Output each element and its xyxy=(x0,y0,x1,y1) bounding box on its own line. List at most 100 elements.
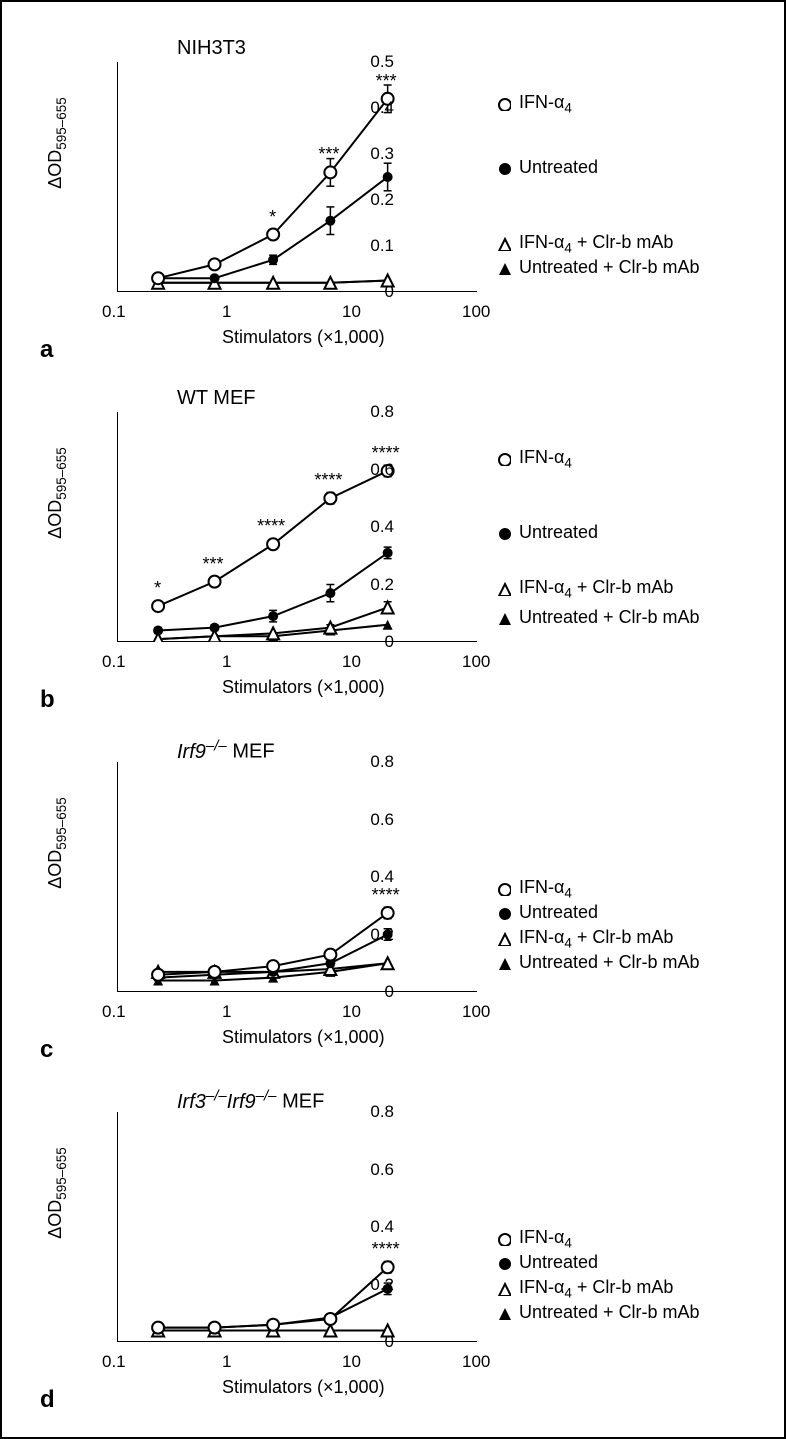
y-tick-label: 0.8 xyxy=(370,1102,394,1122)
panel-b-chart xyxy=(117,412,477,642)
legend-item-untreated: Untreated xyxy=(497,1252,598,1273)
y-tick-label: 0.2 xyxy=(370,1275,394,1295)
y-tick-label: 0.8 xyxy=(370,752,394,772)
y-tick-label: 0.4 xyxy=(370,1217,394,1237)
panel-c-title: Irf9–/– MEF xyxy=(177,737,275,764)
significance-label: * xyxy=(269,207,276,228)
panel-b-title: WT MEF xyxy=(177,387,256,410)
y-tick-label: 0 xyxy=(385,282,394,302)
significance-label: **** xyxy=(314,470,342,491)
legend-item-ifn_mab: IFN-α4 + Clr-b mAb xyxy=(497,1277,673,1301)
y-tick-label: 0 xyxy=(385,982,394,1002)
legend-label: IFN-α4 xyxy=(519,877,572,901)
x-tick-label: 100 xyxy=(462,1352,490,1372)
legend-label: IFN-α4 xyxy=(519,447,572,471)
y-tick-label: 0.5 xyxy=(370,52,394,72)
significance-label: *** xyxy=(318,144,339,165)
legend-item-untreated: Untreated xyxy=(497,522,598,543)
x-axis-label: Stimulators (×1,000) xyxy=(222,1027,385,1048)
untreated_mab-marker-icon xyxy=(497,261,511,275)
panel-d-title: Irf3–/–Irf9–/– MEF xyxy=(177,1087,324,1114)
legend-item-untreated_mab: Untreated + Clr-b mAb xyxy=(497,257,700,278)
panel-c: Irf9–/– MEF ΔOD595–655 Stimulators (×1,0… xyxy=(22,732,764,1072)
untreated-marker-icon xyxy=(497,1256,511,1270)
panel-d-chart xyxy=(117,1112,477,1342)
legend-label: Untreated xyxy=(519,902,598,923)
untreated-marker-icon xyxy=(497,906,511,920)
x-tick-label: 100 xyxy=(462,652,490,672)
x-tick-label: 1 xyxy=(222,1352,231,1372)
ifn-marker-icon xyxy=(497,882,511,896)
x-tick-label: 1 xyxy=(222,302,231,322)
significance-label: *** xyxy=(376,71,397,92)
x-tick-label: 1 xyxy=(222,1002,231,1022)
y-tick-label: 0.6 xyxy=(370,1160,394,1180)
x-tick-label: 0.1 xyxy=(102,1352,126,1372)
untreated-marker-icon xyxy=(497,526,511,540)
significance-label: *** xyxy=(203,554,224,575)
legend-label: IFN-α4 + Clr-b mAb xyxy=(519,577,673,601)
x-tick-label: 0.1 xyxy=(102,1002,126,1022)
legend-label: IFN-α4 xyxy=(519,1227,572,1251)
panel-a: NIH3T3 ΔOD595–655 Stimulators (×1,000) I… xyxy=(22,32,764,372)
x-tick-label: 10 xyxy=(342,1352,361,1372)
y-tick-label: 0.2 xyxy=(370,575,394,595)
y-axis-label: ΔOD595–655 xyxy=(45,797,69,889)
x-tick-label: 0.1 xyxy=(102,652,126,672)
x-tick-label: 10 xyxy=(342,302,361,322)
significance-label: **** xyxy=(372,885,400,906)
y-tick-label: 0.2 xyxy=(370,190,394,210)
legend-item-ifn: IFN-α4 xyxy=(497,877,572,901)
significance-label: * xyxy=(154,578,161,599)
legend-item-untreated: Untreated xyxy=(497,902,598,923)
panel-c-legend: IFN-α4Untreated IFN-α4 + Clr-b mAbUntreat… xyxy=(497,762,777,992)
x-tick-label: 0.1 xyxy=(102,302,126,322)
legend-item-untreated: Untreated xyxy=(497,157,598,178)
legend-item-ifn: IFN-α4 xyxy=(497,447,572,471)
x-tick-label: 100 xyxy=(462,302,490,322)
panel-b-legend: IFN-α4 Untreated IFN-α4 + Clr-b mAb Untreat… xyxy=(497,412,777,642)
x-tick-label: 10 xyxy=(342,652,361,672)
legend-label: Untreated + Clr-b mAb xyxy=(519,1302,700,1323)
untreated_mab-marker-icon xyxy=(497,956,511,970)
untreated_mab-marker-icon xyxy=(497,1306,511,1320)
ifn_mab-marker-icon xyxy=(497,237,511,251)
x-axis-label: Stimulators (×1,000) xyxy=(222,1377,385,1398)
legend-item-ifn: IFN-α4 xyxy=(497,1227,572,1251)
panel-letter-c: c xyxy=(40,1036,53,1064)
y-tick-label: 0.4 xyxy=(370,98,394,118)
ifn_mab-marker-icon xyxy=(497,1282,511,1296)
y-tick-label: 0.8 xyxy=(370,402,394,422)
ifn-marker-icon xyxy=(497,452,511,466)
legend-item-ifn_mab: IFN-α4 + Clr-b mAb xyxy=(497,232,673,256)
legend-item-ifn: IFN-α4 xyxy=(497,92,572,116)
ifn_mab-marker-icon xyxy=(497,582,511,596)
legend-label: Untreated xyxy=(519,157,598,178)
panel-a-legend: IFN-α4 Untreated IFN-α4 + Clr-b mAbUntreat… xyxy=(497,62,777,292)
legend-item-untreated_mab: Untreated + Clr-b mAb xyxy=(497,1302,700,1323)
ifn-marker-icon xyxy=(497,97,511,111)
y-tick-label: 0.2 xyxy=(370,925,394,945)
legend-label: IFN-α4 + Clr-b mAb xyxy=(519,1277,673,1301)
untreated-marker-icon xyxy=(497,161,511,175)
x-tick-label: 10 xyxy=(342,1002,361,1022)
panel-c-chart xyxy=(117,762,477,992)
panel-a-title: NIH3T3 xyxy=(177,37,246,60)
x-tick-label: 100 xyxy=(462,1002,490,1022)
legend-label: Untreated + Clr-b mAb xyxy=(519,952,700,973)
legend-label: Untreated xyxy=(519,1252,598,1273)
figure-frame: NIH3T3 ΔOD595–655 Stimulators (×1,000) I… xyxy=(0,0,786,1439)
legend-label: IFN-α4 + Clr-b mAb xyxy=(519,232,673,256)
x-axis-label: Stimulators (×1,000) xyxy=(222,327,385,348)
x-tick-label: 1 xyxy=(222,652,231,672)
panel-b: WT MEF ΔOD595–655 Stimulators (×1,000) I… xyxy=(22,382,764,722)
legend-item-ifn_mab: IFN-α4 + Clr-b mAb xyxy=(497,927,673,951)
ifn_mab-marker-icon xyxy=(497,932,511,946)
legend-label: Untreated + Clr-b mAb xyxy=(519,257,700,278)
legend-label: Untreated + Clr-b mAb xyxy=(519,607,700,628)
legend-item-untreated_mab: Untreated + Clr-b mAb xyxy=(497,607,700,628)
y-tick-label: 0.4 xyxy=(370,517,394,537)
y-tick-label: 0 xyxy=(385,1332,394,1352)
y-tick-label: 0.3 xyxy=(370,144,394,164)
significance-label: **** xyxy=(372,1239,400,1260)
